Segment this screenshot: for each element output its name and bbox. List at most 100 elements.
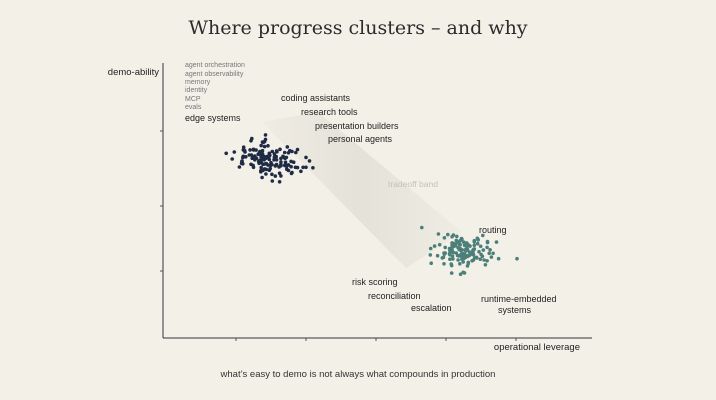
scatter-point	[293, 165, 298, 170]
scatter-point	[259, 143, 264, 148]
scatter-point	[289, 164, 293, 169]
scatter-point	[475, 236, 480, 241]
scatter-point	[304, 155, 308, 160]
scatter-point	[477, 249, 481, 254]
scatter-point	[451, 233, 456, 237]
scatter-point	[460, 237, 464, 241]
scatter-point	[284, 155, 289, 160]
x-axis-label: operational leverage	[494, 342, 580, 353]
tradeoff-band-label: tradeoff band	[388, 179, 438, 189]
y-axis-label: demo-ability	[108, 67, 159, 78]
scatter-point	[263, 137, 268, 142]
scatter-point	[268, 166, 273, 171]
scatter-point	[285, 145, 290, 149]
scatter-point	[449, 271, 454, 275]
scatter-point	[277, 171, 282, 175]
scatter-point	[454, 251, 459, 255]
scatter-point	[462, 256, 466, 261]
scatter-point	[257, 150, 262, 155]
scatter-point	[286, 168, 291, 173]
scatter-point	[420, 225, 424, 230]
scatter-point	[232, 150, 237, 154]
scatter-point	[456, 258, 460, 262]
scatter-point	[494, 240, 499, 244]
cluster-label-escalation: escalation	[411, 303, 452, 313]
scatter-point	[295, 147, 300, 152]
scatter-point	[290, 170, 294, 175]
scatter-point	[467, 250, 472, 254]
scatter-point	[432, 244, 437, 248]
scatter-point	[454, 238, 459, 243]
scatter-point	[285, 164, 289, 168]
scatter-point	[461, 240, 466, 244]
scatter-point	[274, 149, 279, 153]
scatter-point	[260, 148, 265, 153]
scatter-point	[460, 248, 464, 252]
scatter-point	[262, 158, 267, 162]
scatter-point	[482, 258, 486, 262]
scatter-point	[240, 159, 244, 164]
scatter-point	[291, 160, 296, 164]
scatter-point	[488, 248, 492, 252]
cluster-label-research-tools: research tools	[301, 107, 358, 117]
scatter-point	[266, 144, 270, 148]
cluster-label-personal-agents: personal agents	[328, 134, 393, 144]
scatter-point	[270, 179, 275, 183]
scatter-point	[279, 156, 283, 161]
chart-caption: what’s easy to demo is not always what c…	[220, 369, 496, 380]
scatter-point	[456, 245, 460, 250]
scatter-point	[471, 252, 476, 257]
scatter-point	[259, 165, 264, 170]
scatter-point	[270, 172, 274, 177]
scatter-point	[429, 261, 434, 266]
scatter-point	[273, 174, 278, 178]
cluster-label-risk-scoring: risk scoring	[352, 277, 398, 287]
scatter-point	[448, 257, 452, 262]
scatter-point	[472, 247, 476, 252]
cluster-label-identity: identity	[185, 87, 208, 94]
scatter-point	[279, 160, 283, 164]
scatter-point	[485, 245, 489, 250]
scatter-point	[458, 262, 462, 266]
scatter-point	[485, 259, 489, 263]
scatter-point	[288, 148, 292, 153]
scatter-point	[485, 239, 490, 244]
cluster-label-mcp: MCP	[185, 96, 201, 103]
scatter-point	[230, 157, 234, 161]
scatter-point	[465, 247, 470, 252]
scatter-point	[251, 147, 256, 152]
cluster-label-reconciliation: reconciliation	[368, 291, 421, 301]
scatter-point	[475, 241, 480, 246]
scatter-point	[437, 242, 442, 247]
scatter-point	[472, 240, 477, 244]
scatter-point	[248, 148, 252, 152]
cluster-label-runtime-embedded-systems: runtime-embedded systems	[481, 294, 557, 315]
scatter-point	[478, 244, 483, 249]
scatter-point	[264, 172, 268, 176]
scatter-point	[261, 168, 265, 173]
scatter-point	[294, 150, 298, 155]
scatter-point	[446, 232, 450, 237]
scatter-point	[458, 272, 463, 277]
scatter-point	[428, 253, 433, 257]
cluster-label-agent-orchestration: agent orchestration	[185, 62, 245, 69]
scatter-point	[478, 257, 483, 262]
scatter-point	[250, 156, 254, 160]
scatter-point	[254, 156, 259, 160]
scatter-point	[475, 256, 479, 260]
scatter-point	[263, 133, 268, 137]
scatter-point	[272, 158, 276, 162]
scatter-point	[307, 159, 312, 163]
scatter-point	[260, 175, 264, 180]
scatter-point	[262, 144, 267, 149]
scatter-point	[249, 139, 253, 143]
scatter-point	[487, 251, 492, 256]
scatter-point	[272, 152, 277, 156]
scatter-point	[261, 162, 265, 167]
tradeoff-band	[262, 112, 462, 268]
scatter-point	[440, 256, 445, 260]
scatter-point	[279, 174, 283, 178]
scatter-point	[491, 251, 495, 256]
scatter-point	[442, 236, 447, 240]
scatter-point	[496, 256, 501, 261]
